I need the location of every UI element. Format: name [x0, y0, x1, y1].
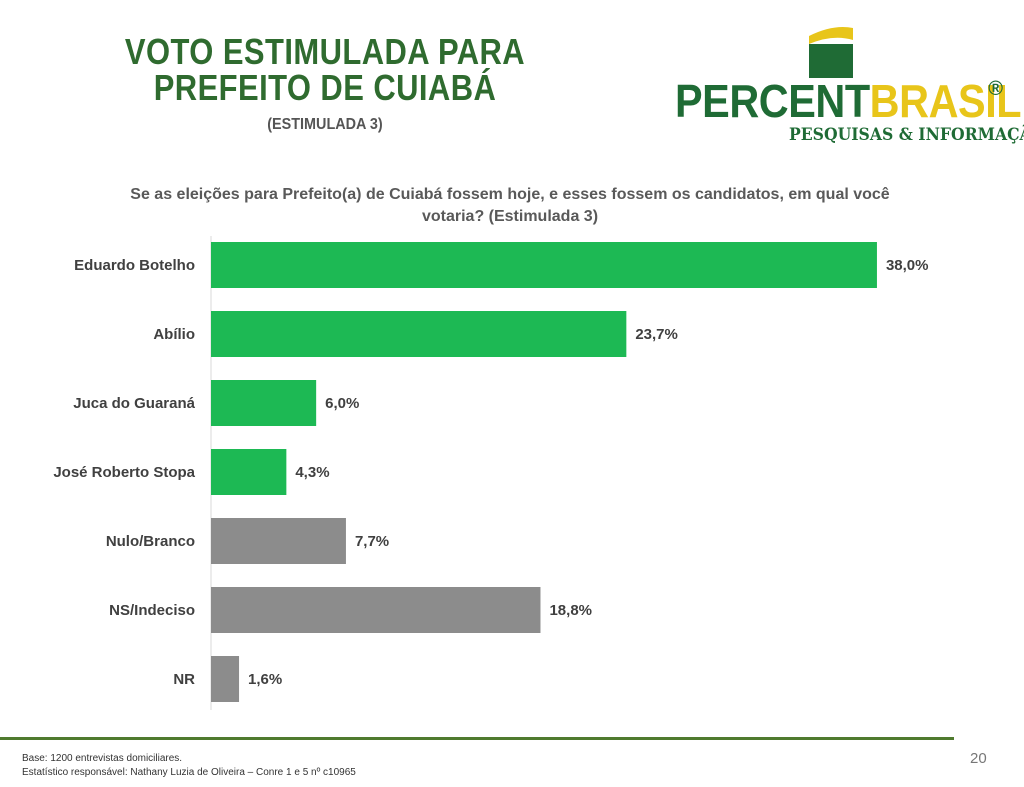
bar — [211, 311, 627, 357]
category-label: Nulo/Branco — [106, 533, 195, 550]
logo-word-brasil: BRASIL — [869, 75, 1022, 127]
logo-wordmark: PERCENTBRASIL — [675, 75, 1022, 127]
value-label: 23,7% — [635, 326, 678, 343]
category-label: NR — [173, 671, 195, 688]
survey-question: Se as eleições para Prefeito(a) de Cuiab… — [130, 186, 890, 225]
page-number: 20 — [970, 750, 987, 767]
value-label: 7,7% — [355, 533, 389, 550]
title-line-1: VOTO ESTIMULADA PARA — [124, 31, 526, 72]
slide-title: VOTO ESTIMULADA PARA PREFEITO DE CUIABÁ … — [40, 34, 610, 134]
footer-notes: Base: 1200 entrevistas domiciliares. Est… — [22, 752, 356, 780]
bar — [211, 656, 240, 702]
value-label: 1,6% — [248, 671, 282, 688]
registered-mark: ® — [988, 78, 1003, 100]
bar-chart: Eduardo Botelho 38,0% Abílio 23,7% Juca do G… — [53, 236, 929, 710]
title-line-2: PREFEITO DE CUIABÁ — [153, 67, 497, 108]
footer-base: Base: 1200 entrevistas domiciliares. — [22, 753, 183, 764]
logo-word-percent: PERCENT — [675, 75, 870, 127]
category-label: Abílio — [153, 326, 195, 343]
value-label: 38,0% — [886, 257, 929, 274]
logo-flag-icon — [809, 27, 853, 78]
bar — [211, 449, 287, 495]
bar — [211, 518, 346, 564]
slide-subtitle: (ESTIMULADA 3) — [267, 116, 383, 133]
footer-divider — [0, 737, 954, 740]
percentbrasil-logo: PERCENTBRASIL ® PESQUISAS & INFORMAÇÃO — [675, 22, 1024, 147]
value-label: 6,0% — [325, 395, 359, 412]
value-label: 18,8% — [549, 602, 592, 619]
value-label: 4,3% — [295, 464, 329, 481]
bar — [211, 242, 877, 288]
bar — [211, 380, 317, 426]
bar — [211, 587, 541, 633]
category-label: Eduardo Botelho — [74, 257, 195, 274]
logo-tagline: PESQUISAS & INFORMAÇÃO — [789, 125, 1024, 145]
category-label: José Roberto Stopa — [53, 464, 195, 481]
category-label: NS/Indeciso — [109, 602, 195, 619]
category-label: Juca do Guaraná — [73, 395, 195, 412]
footer-statistician: Estatístico responsável: Nathany Luzia d… — [22, 767, 356, 778]
